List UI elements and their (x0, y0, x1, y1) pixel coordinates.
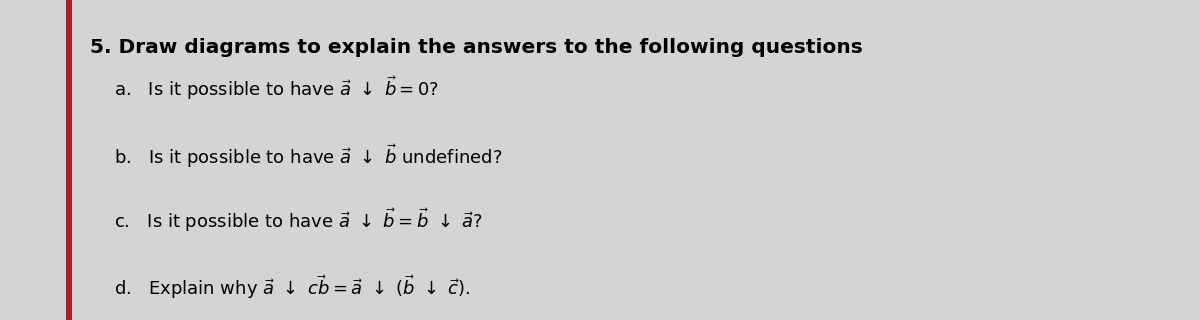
Text: a.   Is it possible to have $\vec{a}\ \downarrow\ \vec{b} = 0$?: a. Is it possible to have $\vec{a}\ \dow… (114, 75, 439, 102)
Bar (66, 0, 72, 320)
Text: b.   Is it possible to have $\vec{a}\ \downarrow\ \vec{b}$ undefined?: b. Is it possible to have $\vec{a}\ \dow… (114, 142, 503, 170)
Text: d.   Explain why $\vec{a}\ \downarrow\ \vec{cb} = \vec{a}\ \downarrow\ (\vec{b}\: d. Explain why $\vec{a}\ \downarrow\ \ve… (114, 273, 470, 301)
Text: 5. Draw diagrams to explain the answers to the following questions: 5. Draw diagrams to explain the answers … (90, 38, 863, 57)
Text: c.   Is it possible to have $\vec{a}\ \downarrow\ \vec{b} = \vec{b}\ \downarrow\: c. Is it possible to have $\vec{a}\ \dow… (114, 206, 482, 234)
